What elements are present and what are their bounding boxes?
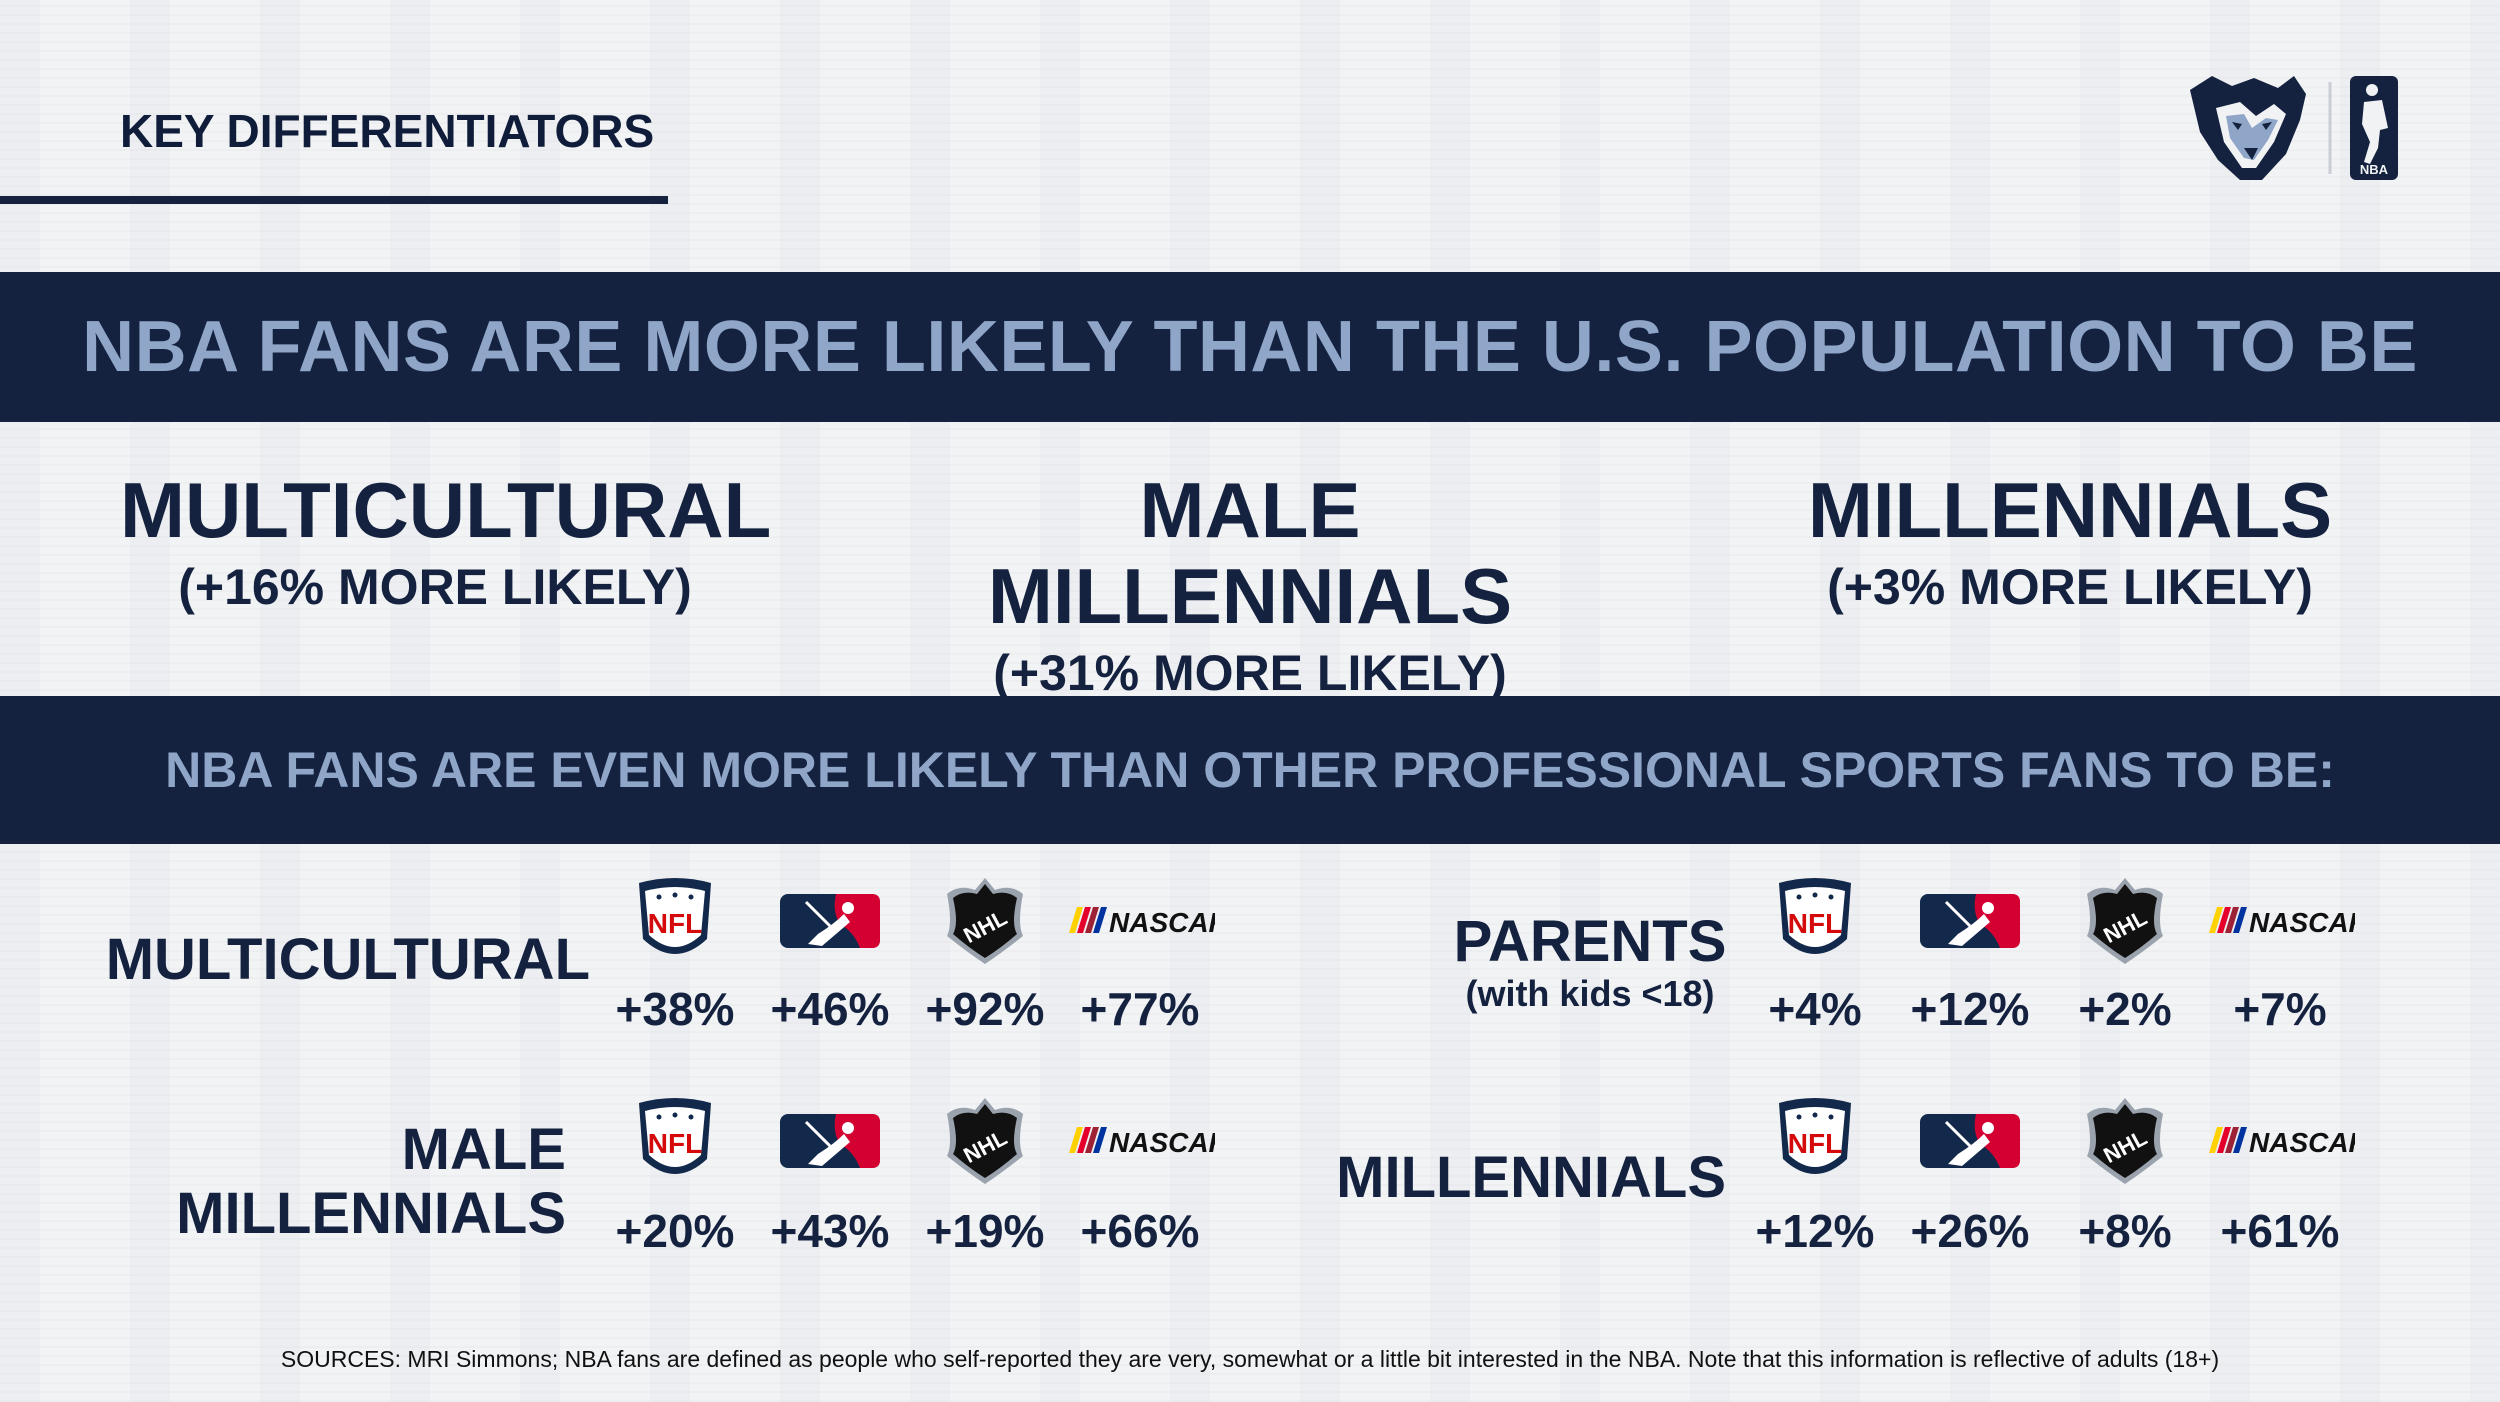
mlb-logo-icon [755,1096,905,1186]
pct-nhl-row2: +19% [925,1205,1045,1257]
page-title: KEY DIFFERENTIATORS [120,105,655,157]
pct-nascar-row2: +66% [1080,1205,1200,1257]
nba-logo-text: NBA [2360,162,2389,177]
mlb-logo-icon [1895,876,2045,966]
mlb-logo-icon [1895,1096,2045,1186]
mlb-logo-icon [755,876,905,966]
row-label-line2: MILLENNIALS [176,1180,566,1246]
pct-nfl-row2: +20% [615,1205,735,1257]
banner-bottom: NBA FANS ARE EVEN MORE LIKELY THAN OTHER… [0,696,2500,844]
nascar-logo-text: NASCAR [1109,907,1215,938]
row-label-multicultural: MULTICULTURAL [105,927,590,992]
nascar-logo-text: NASCAR [2249,907,2355,938]
stat-title: MILLENNIALS [1807,466,2333,554]
pct-mlb-row1: +46% [770,983,890,1035]
stat-detail: (+3% MORE LIKELY) [1827,558,2313,615]
stat-detail: (+31% MORE LIKELY) [993,644,1507,701]
nascar-logo-icon: NASCAR [1065,1096,1215,1186]
grizzlies-bear-logo [2190,76,2306,180]
nascar-logo-icon: NASCAR [2205,876,2355,966]
nfl-logo-text: NFL [1788,1128,1842,1159]
stat-multicultural: MULTICULTURAL (+16% MORE LIKELY) [120,466,772,616]
stat-detail: (+16% MORE LIKELY) [178,558,692,615]
nfl-logo-icon: NFL [1740,876,1890,966]
stat-title: MULTICULTURAL [120,466,772,554]
nhl-logo-icon: NHL [910,1096,1060,1186]
title-underline [0,196,668,204]
sources-note: SOURCES: MRI Simmons; NBA fans are defin… [280,1346,2220,1372]
banner-bottom-text: NBA FANS ARE EVEN MORE LIKELY THAN OTHER… [165,742,2335,798]
nfl-logo-text: NFL [648,1128,702,1159]
stat-male-millennials: MALE MILLENNIALS (+31% MORE LIKELY) [870,466,1630,702]
brand-logos: NBA [2182,68,2412,188]
pct-nhl-row3: +2% [2078,983,2172,1035]
nfl-logo-text: NFL [648,908,702,939]
pct-nfl-row3: +4% [1768,983,1862,1035]
nfl-logo-text: NFL [1788,908,1842,939]
row-label-parents: PARENTS (with kids <18) [1430,909,1750,1015]
stat-millennials: MILLENNIALS (+3% MORE LIKELY) [1780,466,2360,616]
banner-top-text: NBA FANS ARE MORE LIKELY THAN THE U.S. P… [82,307,2418,387]
nascar-logo-icon: NASCAR [2205,1096,2355,1186]
nfl-logo-icon: NFL [600,876,750,966]
row-label-male-millennials: MALE MILLENNIALS [60,1118,566,1246]
nascar-logo-text: NASCAR [2249,1127,2355,1158]
stat-title: MALE MILLENNIALS [987,466,1513,640]
nhl-logo-icon: NHL [910,876,1060,966]
pct-nfl-row4: +12% [1755,1205,1875,1257]
pct-nfl-row1: +38% [615,983,735,1035]
row-label-line1: MALE [401,1117,566,1182]
pct-nascar-row3: +7% [2233,983,2327,1035]
nascar-logo-text: NASCAR [1109,1127,1215,1158]
nfl-logo-icon: NFL [600,1096,750,1186]
row-label-title: PARENTS [1453,909,1727,974]
pct-nascar-row1: +77% [1080,983,1200,1035]
nhl-logo-icon: NHL [2050,876,2200,966]
nfl-logo-icon: NFL [1740,1096,1890,1186]
banner-top: NBA FANS ARE MORE LIKELY THAN THE U.S. P… [0,272,2500,422]
row-label-millennials: MILLENNIALS [1336,1145,1726,1210]
nba-logo [2350,76,2398,180]
pct-mlb-row2: +43% [770,1205,890,1257]
pct-mlb-row3: +12% [1910,983,2030,1035]
nhl-logo-icon: NHL [2050,1096,2200,1186]
row-label-sub: (with kids <18) [1465,972,1715,1014]
pct-mlb-row4: +26% [1910,1205,2030,1257]
pct-nhl-row4: +8% [2078,1205,2172,1257]
pct-nascar-row4: +61% [2220,1205,2340,1257]
nascar-logo-icon: NASCAR [1065,876,1215,966]
pct-nhl-row1: +92% [925,983,1045,1035]
